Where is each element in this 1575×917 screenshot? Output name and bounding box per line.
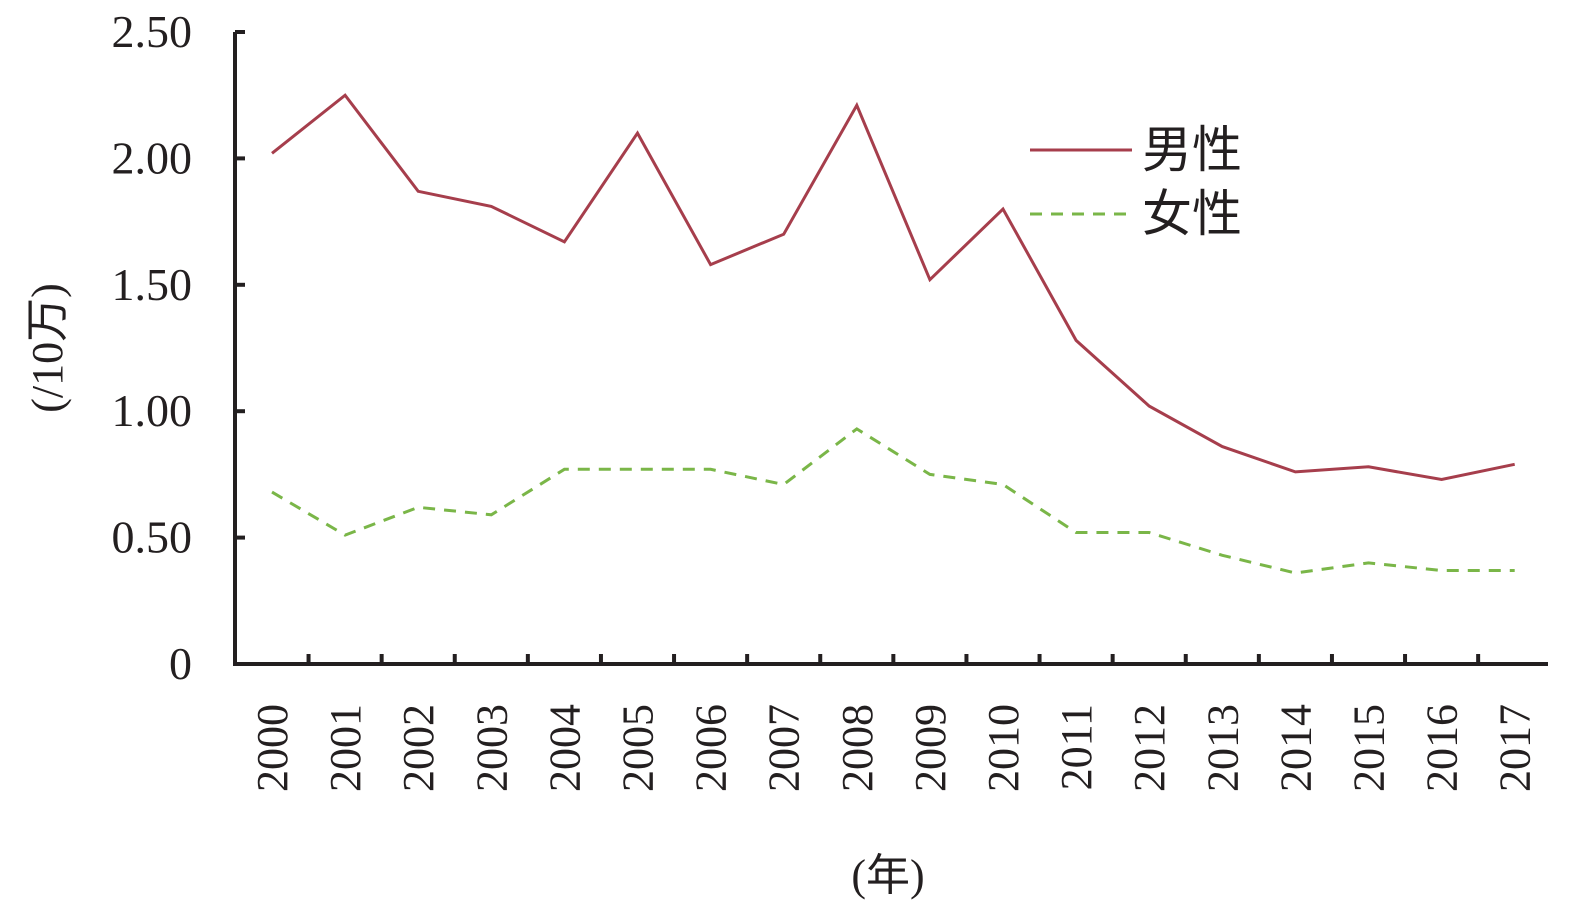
y-tick-label: 2.00 — [112, 132, 193, 183]
x-axis-ticks: 2000 2001 2002 2003 2004 2005 2006 2007 2008 2009… — [248, 654, 1540, 792]
x-tick-label: 2002 — [394, 704, 443, 792]
x-tick-label: 2005 — [614, 704, 663, 792]
x-tick-label: 2006 — [687, 704, 736, 792]
x-tick-label: 2000 — [248, 704, 297, 792]
x-tick-label: 2008 — [833, 704, 882, 792]
y-axis-ticks: 0 0.50 1.00 1.50 2.00 2.50 — [112, 6, 245, 689]
x-tick-label: 2014 — [1271, 704, 1320, 792]
x-tick-label: 2010 — [979, 704, 1028, 792]
series-line-male — [271, 93, 1516, 482]
y-tick-label: 0 — [169, 638, 192, 689]
x-tick-label: 2007 — [760, 704, 809, 792]
x-tick-label: 2009 — [906, 704, 955, 792]
y-tick-label: 1.50 — [112, 259, 193, 310]
series-line-female — [271, 427, 1515, 575]
y-tick-label: 2.50 — [112, 6, 193, 57]
x-tick-label: 2016 — [1418, 704, 1467, 792]
x-tick-label: 2012 — [1125, 704, 1174, 792]
x-axis-label: (年) — [851, 851, 924, 900]
x-tick-label: 2015 — [1345, 704, 1394, 792]
y-tick-label: 0.50 — [112, 512, 193, 563]
legend-label: 男性 — [1142, 121, 1242, 179]
x-tick-label: 2011 — [1052, 704, 1101, 790]
legend-label: 女性 — [1142, 185, 1242, 243]
series-group — [271, 93, 1516, 575]
x-tick-label: 2013 — [1198, 704, 1247, 792]
x-tick-label: 2017 — [1491, 704, 1540, 792]
y-axis-label: (/10万) — [23, 283, 72, 413]
x-tick-label: 2001 — [321, 704, 370, 792]
x-tick-label: 2003 — [467, 704, 516, 792]
x-tick-label: 2004 — [540, 704, 589, 792]
y-tick-label: 1.00 — [112, 385, 193, 436]
